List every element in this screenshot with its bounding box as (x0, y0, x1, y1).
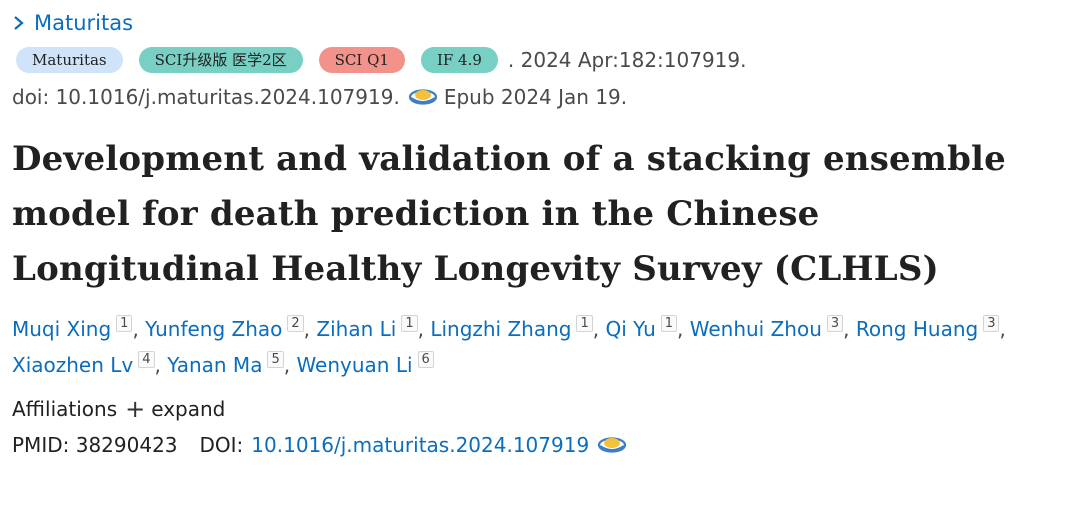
ranking-badge: SCI升级版 医学2区 (138, 47, 303, 73)
author-list: Muqi Xing 1, Yunfeng Zhao 2, Zihan Li 1, Li… (12, 315, 1006, 377)
pmid: PMID: 38290423 (12, 433, 178, 457)
author-link[interactable]: Yanan Ma (167, 353, 263, 377)
affiliations-row: Affiliations + expand (12, 397, 1070, 421)
epub-date: Epub 2024 Jan 19. (443, 85, 628, 109)
author-link[interactable]: Qi Yu (605, 317, 656, 341)
author-link[interactable]: Rong Huang (855, 317, 979, 341)
pmid-value: 38290423 (75, 433, 178, 457)
journal-badge: Maturitas (16, 47, 123, 73)
citation-row: Maturitas SCI升级版 医学2区 SCI Q1 IF 4.9 . 20… (12, 44, 1070, 76)
impact-factor-badge: IF 4.9 (420, 47, 498, 73)
article-header: Maturitas Maturitas SCI升级版 医学2区 SCI Q1 I… (12, 8, 1070, 457)
citation-details: . 2024 Apr:182:107919. (507, 48, 747, 72)
link-out-icon[interactable] (597, 434, 627, 456)
doi-link[interactable]: 10.1016/j.maturitas.2024.107919 (251, 433, 590, 457)
affiliation-ref[interactable]: 4 (138, 351, 155, 368)
affiliation-ref[interactable]: 3 (983, 315, 1000, 332)
affiliation-ref[interactable]: 1 (660, 315, 678, 332)
identifiers-row: PMID: 38290423 DOI: 10.1016/j.maturitas.… (12, 433, 1070, 457)
journal-link-label: Maturitas (34, 11, 134, 35)
author-link[interactable]: Muqi Xing (12, 317, 112, 341)
chevron-right-icon (14, 16, 24, 30)
citation-doi: doi: 10.1016/j.maturitas.2024.107919. (12, 85, 400, 109)
affiliation-ref[interactable]: 2 (287, 315, 304, 332)
affiliation-ref[interactable]: 6 (417, 351, 434, 368)
expand-label: expand (151, 397, 226, 421)
quartile-badge: SCI Q1 (318, 47, 405, 73)
plus-icon: + (125, 395, 146, 423)
doi-row: doi: 10.1016/j.maturitas.2024.107919. Ep… (12, 82, 1070, 112)
pmid-label: PMID: (12, 433, 70, 457)
author-link[interactable]: Wenhui Zhou (689, 317, 822, 341)
author-link[interactable]: Yunfeng Zhao (145, 317, 283, 341)
affiliation-ref[interactable]: 5 (267, 351, 284, 368)
author-link[interactable]: Lingzhi Zhang (430, 317, 572, 341)
doi-label: DOI: (199, 433, 244, 457)
affiliations-label: Affiliations (12, 397, 118, 421)
author-link[interactable]: Zihan Li (316, 317, 397, 341)
expand-affiliations-button[interactable]: + expand (125, 397, 225, 421)
link-out-icon[interactable] (408, 86, 438, 108)
journal-link[interactable]: Maturitas (12, 8, 1070, 38)
author-link[interactable]: Wenyuan Li (296, 353, 413, 377)
affiliation-ref[interactable]: 1 (401, 315, 418, 332)
author-link[interactable]: Xiaozhen Lv (12, 353, 134, 377)
affiliation-ref[interactable]: 1 (576, 315, 593, 332)
affiliation-ref[interactable]: 1 (116, 315, 133, 332)
article-title: Development and validation of a stacking… (12, 139, 1006, 289)
affiliation-ref[interactable]: 3 (826, 315, 844, 332)
